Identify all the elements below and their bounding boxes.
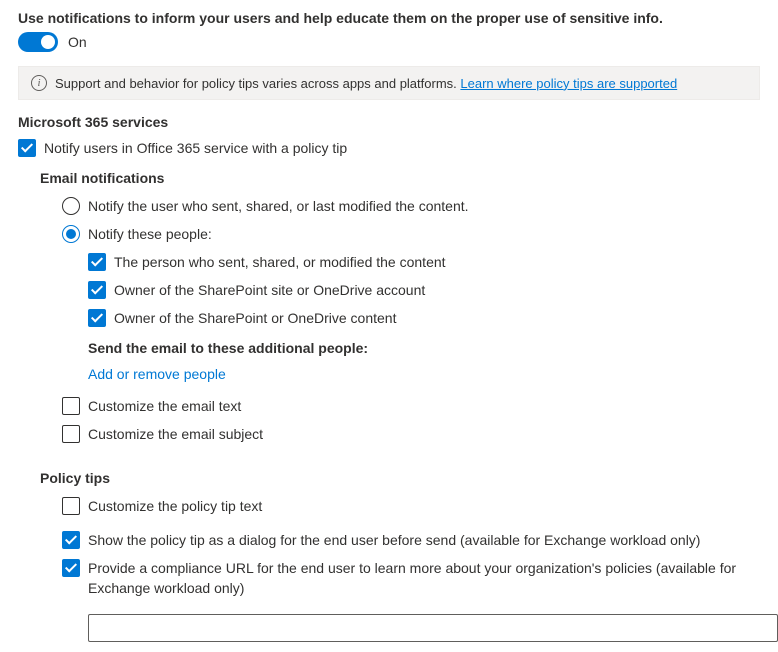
services-title: Microsoft 365 services (18, 114, 760, 130)
customize-tip-text-checkbox[interactable] (62, 497, 80, 515)
info-bar-text: Support and behavior for policy tips var… (55, 76, 457, 91)
policy-tips-title: Policy tips (40, 470, 760, 486)
email-notifications-title: Email notifications (40, 170, 760, 186)
owner-content-label: Owner of the SharePoint or OneDrive cont… (114, 308, 396, 328)
show-dialog-checkbox[interactable] (62, 531, 80, 549)
person-sent-label: The person who sent, shared, or modified… (114, 252, 446, 272)
toggle-state-label: On (68, 34, 87, 50)
owner-site-label: Owner of the SharePoint site or OneDrive… (114, 280, 425, 300)
owner-site-checkbox[interactable] (88, 281, 106, 299)
person-sent-checkbox[interactable] (88, 253, 106, 271)
info-icon: i (31, 75, 47, 91)
customize-email-subject-checkbox[interactable] (62, 425, 80, 443)
notify-people-label: Notify these people: (88, 224, 212, 244)
notify-people-radio[interactable] (62, 225, 80, 243)
learn-more-link[interactable]: Learn where policy tips are supported (460, 76, 677, 91)
header-description: Use notifications to inform your users a… (18, 10, 760, 26)
customize-tip-text-label: Customize the policy tip text (88, 496, 262, 516)
show-dialog-label: Show the policy tip as a dialog for the … (88, 530, 700, 550)
customize-email-text-checkbox[interactable] (62, 397, 80, 415)
notify-users-checkbox[interactable] (18, 139, 36, 157)
notify-users-label: Notify users in Office 365 service with … (44, 138, 347, 158)
info-bar: i Support and behavior for policy tips v… (18, 66, 760, 100)
add-remove-people-link[interactable]: Add or remove people (88, 366, 760, 382)
compliance-url-label: Provide a compliance URL for the end use… (88, 558, 760, 598)
notifications-toggle[interactable] (18, 32, 58, 52)
compliance-url-checkbox[interactable] (62, 559, 80, 577)
notify-sender-label: Notify the user who sent, shared, or las… (88, 196, 469, 216)
customize-email-text-label: Customize the email text (88, 396, 241, 416)
owner-content-checkbox[interactable] (88, 309, 106, 327)
compliance-url-input[interactable] (88, 614, 778, 642)
customize-email-subject-label: Customize the email subject (88, 424, 263, 444)
additional-people-title: Send the email to these additional peopl… (88, 340, 760, 356)
notify-sender-radio[interactable] (62, 197, 80, 215)
